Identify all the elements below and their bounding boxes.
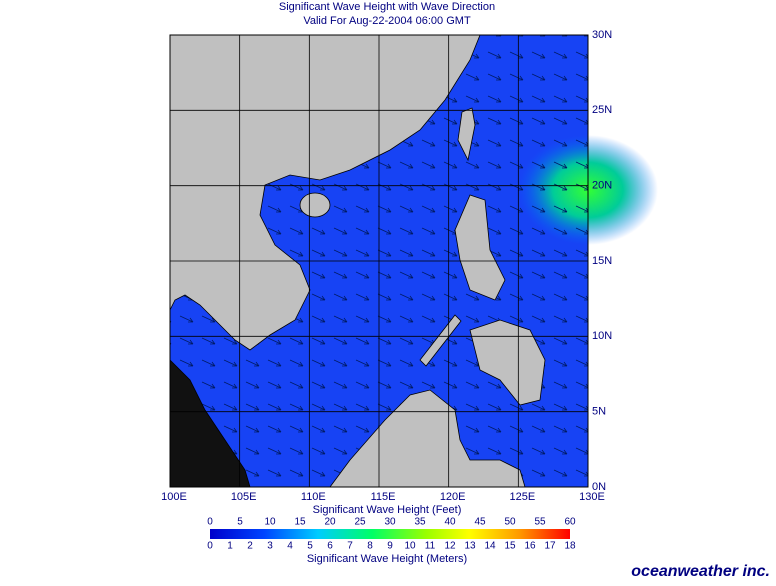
meters-tick-label: 8 bbox=[367, 541, 373, 552]
land-taiwan bbox=[457, 107, 476, 162]
lat-label: 25N bbox=[592, 104, 612, 116]
feet-tick-label: 35 bbox=[414, 517, 426, 528]
lat-label: 20N bbox=[592, 180, 612, 192]
meters-tick-label: 15 bbox=[504, 541, 516, 552]
feet-tick-label: 50 bbox=[504, 517, 516, 528]
land-hainan bbox=[299, 192, 331, 218]
meters-tick-label: 4 bbox=[287, 541, 293, 552]
meters-tick-label: 1 bbox=[227, 541, 233, 552]
meters-tick-label: 12 bbox=[444, 541, 456, 552]
lon-label: 115E bbox=[371, 491, 396, 503]
land-palawan bbox=[419, 314, 462, 367]
feet-tick-label: 15 bbox=[294, 517, 306, 528]
feet-tick-label: 0 bbox=[207, 517, 213, 528]
map-frame bbox=[169, 34, 589, 488]
land-mindanao bbox=[469, 319, 546, 406]
lon-label: 125E bbox=[509, 491, 535, 503]
meters-tick-label: 18 bbox=[564, 541, 576, 552]
lat-label: 0N bbox=[592, 481, 606, 493]
brand: oceanweather inc. bbox=[631, 563, 770, 580]
feet-tick-label: 55 bbox=[534, 517, 546, 528]
feet-tick-label: 45 bbox=[474, 517, 486, 528]
meters-tick-label: 11 bbox=[425, 541, 436, 552]
map bbox=[169, 34, 658, 488]
meters-tick-label: 6 bbox=[327, 541, 333, 552]
meters-tick-label: 9 bbox=[387, 541, 393, 552]
meters-tick-label: 10 bbox=[404, 541, 416, 552]
lat-label: 5N bbox=[592, 406, 606, 418]
meters-tick-label: 5 bbox=[307, 541, 313, 552]
feet-tick-label: 5 bbox=[237, 517, 243, 528]
feet-caption: Significant Wave Height (Feet) bbox=[313, 504, 462, 516]
feet-tick-label: 40 bbox=[444, 517, 456, 528]
lon-label: 120E bbox=[440, 491, 466, 503]
lat-label: 30N bbox=[592, 29, 612, 41]
lon-label: 110E bbox=[301, 491, 326, 503]
subtitle: Valid For Aug-22-2004 06:00 GMT bbox=[303, 15, 471, 27]
feet-tick-label: 20 bbox=[324, 517, 336, 528]
feet-tick-label: 30 bbox=[384, 517, 396, 528]
lat-label: 15N bbox=[592, 255, 612, 267]
meters-tick-label: 13 bbox=[464, 541, 476, 552]
meters-tick-label: 3 bbox=[267, 541, 273, 552]
meters-tick-label: 7 bbox=[347, 541, 353, 552]
lon-label: 100E bbox=[161, 491, 187, 503]
meters-tick-label: 0 bbox=[207, 541, 213, 552]
meters-tick-label: 2 bbox=[247, 541, 253, 552]
meters-tick-label: 16 bbox=[524, 541, 536, 552]
feet-tick-label: 10 bbox=[264, 517, 276, 528]
meters-caption: Significant Wave Height (Meters) bbox=[307, 553, 467, 565]
land-mainland bbox=[169, 34, 481, 351]
title: Significant Wave Height with Wave Direct… bbox=[279, 1, 495, 13]
lat-label: 10N bbox=[592, 330, 612, 342]
lon-label: 130E bbox=[579, 491, 605, 503]
feet-tick-label: 60 bbox=[564, 517, 576, 528]
colorbar bbox=[210, 529, 570, 539]
meters-tick-label: 17 bbox=[544, 541, 556, 552]
land-luzon bbox=[454, 194, 506, 301]
feet-tick-label: 25 bbox=[354, 517, 366, 528]
lon-label: 105E bbox=[231, 491, 257, 503]
meters-tick-label: 14 bbox=[484, 541, 496, 552]
